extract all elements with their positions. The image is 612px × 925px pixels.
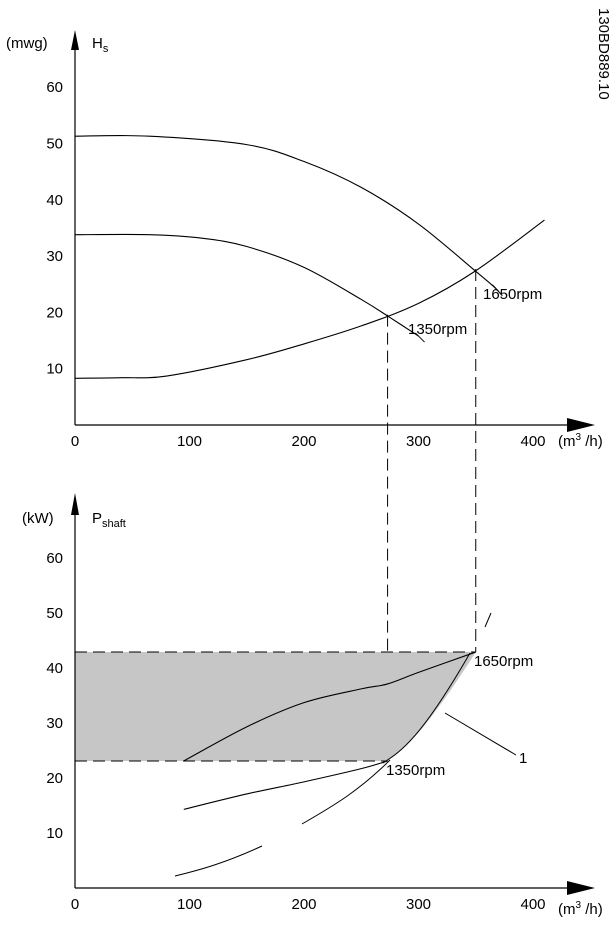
power-x-tick-200: 200 [291, 896, 316, 913]
head-y-tick-10: 10 [46, 361, 63, 378]
power-x-tick-0: 0 [71, 896, 79, 913]
power-callout-leader [444, 712, 517, 756]
head-x-title-main: (m [558, 433, 576, 450]
power-curve-1350rpm [183, 760, 388, 810]
head-x-tick-labels: 0 100 200 300 400 [71, 433, 546, 450]
head-x-tick-400: 400 [520, 433, 545, 450]
power-x-tick-labels: 0 100 200 300 400 [71, 896, 546, 913]
power-callout-1: 1 [519, 750, 527, 767]
power-y-unit: (kW) [22, 510, 54, 527]
power-y-title: Pshaft [92, 510, 126, 530]
head-chart-background [75, 40, 595, 425]
power-x-title: (m3 /h) [558, 900, 603, 918]
power-x-arrowhead [567, 881, 595, 895]
power-locus-mid-dash [301, 759, 391, 825]
power-shaded-region [75, 652, 476, 761]
power-y-tick-labels: 10 20 30 40 50 60 [46, 550, 63, 842]
head-curve-1650rpm [74, 135, 497, 290]
head-x-arrowhead [567, 418, 595, 432]
power-x-title-sup: 3 [576, 900, 582, 911]
head-annotation-1350rpm: 1350rpm [408, 321, 467, 338]
head-x-title-end: /h) [581, 433, 603, 450]
power-y-title-sub: shaft [102, 518, 126, 530]
power-x-tick-100: 100 [177, 896, 202, 913]
figure-id: 130BD889.10 [595, 8, 612, 100]
power-curves [183, 651, 476, 810]
head-curve-1350rpm [74, 233, 419, 337]
head-x-tick-0: 0 [71, 433, 79, 450]
power-chart: (kW) Pshaft (m3 /h) 0 100 200 300 400 102030… [22, 493, 603, 918]
head-y-title-main: H [92, 35, 103, 52]
head-x-tick-300: 300 [406, 433, 431, 450]
head-annotation-1650rpm: 1650rpm [483, 286, 542, 303]
power-annotation-1650rpm: 1650rpm [474, 653, 533, 670]
power-y-arrowhead [71, 493, 79, 515]
head-y-tick-20: 20 [46, 304, 63, 321]
power-x-tick-400: 400 [520, 896, 545, 913]
head-x-title: (m3 /h) [558, 432, 603, 450]
power-locus-tip [484, 612, 492, 628]
power-y-tick-60: 60 [46, 550, 63, 567]
power-annotation-1350rpm: 1350rpm [386, 762, 445, 779]
head-y-title-sub: s [103, 43, 109, 55]
power-y-tick-40: 40 [46, 660, 63, 677]
head-y-unit: (mwg) [6, 35, 48, 52]
head-x-tick-200: 200 [291, 433, 316, 450]
head-chart: (mwg) Hs (m3 /h) 0 100 200 300 400 10 20 30 40 5… [6, 30, 603, 450]
power-y-tick-30: 30 [46, 715, 63, 732]
head-curve-system-curve [74, 219, 545, 379]
head-y-tick-40: 40 [46, 192, 63, 209]
head-leader-1350rpm [415, 332, 425, 343]
power-y-tick-20: 20 [46, 770, 63, 787]
power-curve-1650rpm [183, 651, 476, 762]
head-y-title: Hs [92, 35, 109, 55]
power-x-tick-300: 300 [406, 896, 431, 913]
head-y-tick-60: 60 [46, 79, 63, 96]
power-locus-upper [382, 652, 471, 764]
power-y-tick-10: 10 [46, 825, 63, 842]
head-x-title-sup: 3 [576, 432, 582, 443]
power-locus-low-dash [174, 845, 263, 877]
head-y-tick-labels: 10 20 30 40 50 60 [46, 79, 63, 378]
head-y-tick-30: 30 [46, 248, 63, 265]
power-y-title-main: P [92, 510, 102, 527]
power-x-title-main: (m [558, 901, 576, 918]
head-x-tick-100: 100 [177, 433, 202, 450]
power-y-tick-50: 50 [46, 605, 63, 622]
head-y-tick-50: 50 [46, 136, 63, 153]
head-y-arrowhead [71, 30, 79, 50]
head-curves [74, 135, 545, 379]
head-leader-1650rpm [491, 284, 503, 297]
power-x-title-end: /h) [581, 901, 603, 918]
